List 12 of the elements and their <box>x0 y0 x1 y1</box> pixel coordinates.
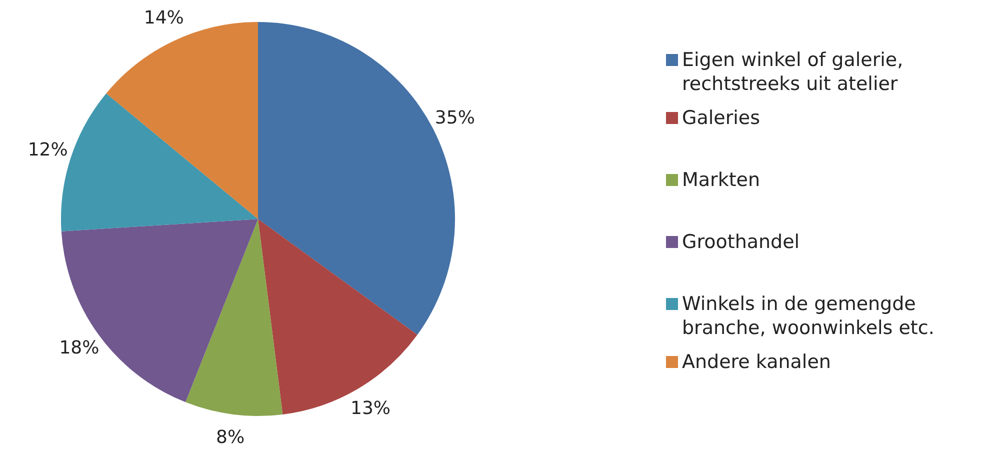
data-label: 18% <box>59 338 100 359</box>
data-label: 8% <box>216 426 245 448</box>
legend-label: Eigen winkel of galerie, rechtstreeks uit atelier <box>682 48 904 96</box>
legend-label: Groothandel <box>682 230 800 254</box>
legend-label: Galeries <box>682 106 760 130</box>
legend-label: Andere kanalen <box>682 350 831 374</box>
data-label: 12% <box>28 139 68 160</box>
legend-label: Winkels in de gemengde branche, woonwinkels etc. <box>682 292 936 340</box>
data-label: 14% <box>144 8 184 29</box>
data-label: 35% <box>434 107 475 128</box>
legend-label: Markten <box>682 168 760 192</box>
data-label: 13% <box>350 398 391 419</box>
